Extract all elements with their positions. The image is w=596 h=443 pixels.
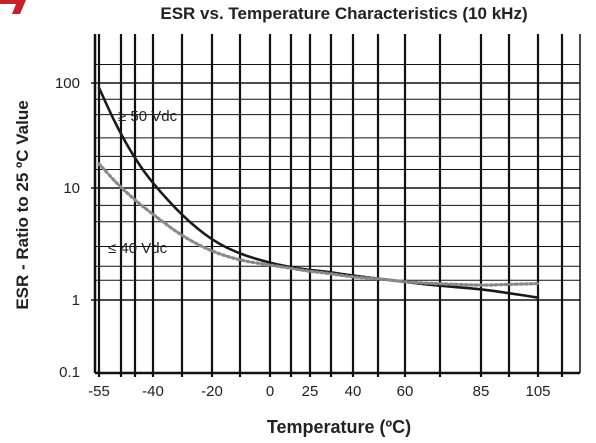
x-tick-label: 25 [302, 383, 319, 400]
series-layer [97, 86, 540, 299]
x-tick-label: -20 [201, 383, 223, 400]
y-tick-label: 10 [63, 180, 80, 197]
x-tick-label: 40 [345, 383, 362, 400]
x-tick-label: 85 [473, 383, 490, 400]
y-tick-label: 1 [72, 292, 80, 309]
x-axis-label: Temperature (ºC) [266, 417, 412, 437]
x-tick-label: 60 [397, 383, 414, 400]
y-tick-label: 0.1 [59, 364, 80, 381]
logo-mark [0, 0, 26, 14]
x-tick-label: -55 [88, 383, 110, 400]
x-tick-label: 0 [266, 383, 274, 400]
logo-fragment [0, 0, 26, 14]
series-label-50vdc: ≥ 50 Vdc [118, 108, 178, 125]
series-label-40vdc: ≤ 40 Vdc [108, 240, 168, 257]
tick-labels: -55 -40 -20 0 25 40 60 85 105 100 10 1 0.1 [55, 75, 551, 400]
y-tick-label: 100 [55, 75, 80, 92]
x-tick-label: -40 [142, 383, 164, 400]
grid [91, 34, 581, 377]
x-tick-label: 105 [525, 383, 550, 400]
series-line-40vdc [97, 162, 540, 287]
chart-title: ESR vs. Temperature Characteristics (10 … [160, 4, 528, 23]
